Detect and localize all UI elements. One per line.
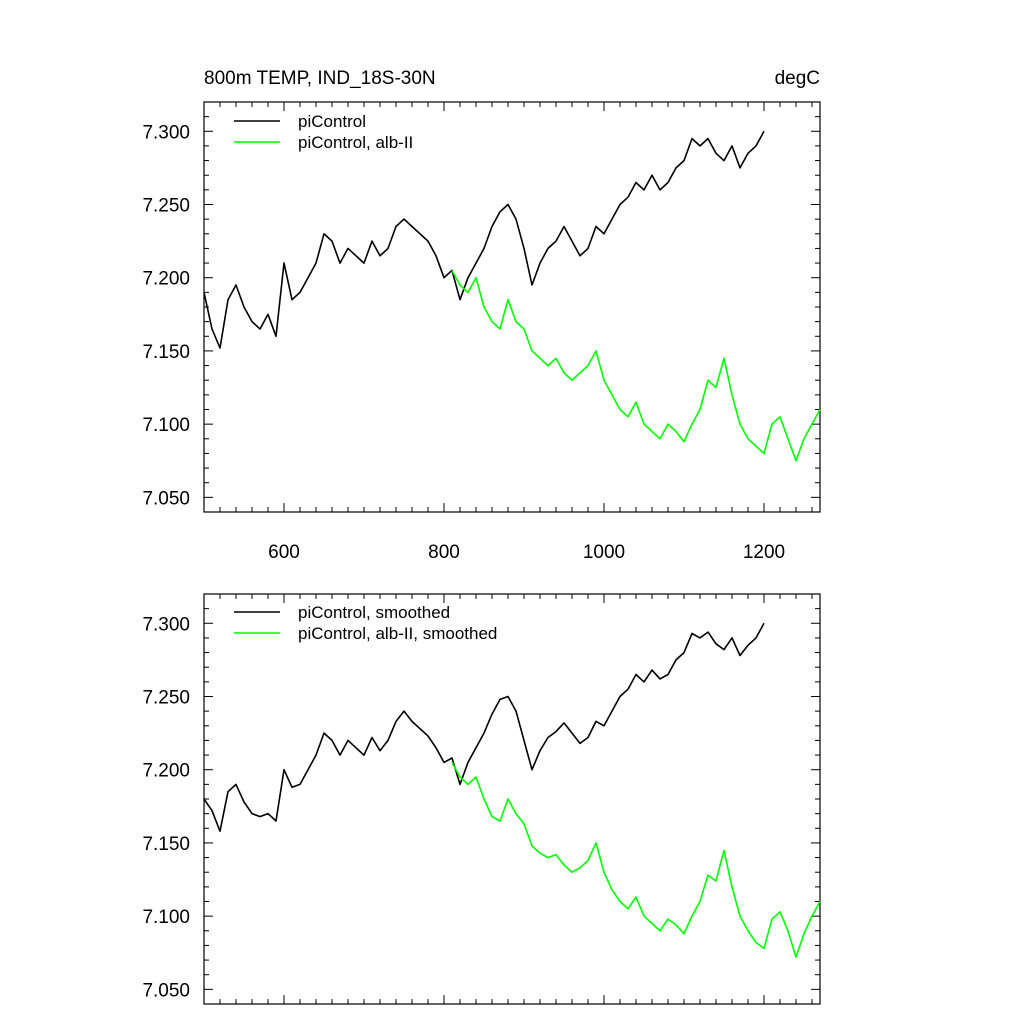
- y-tick-label: 7.050: [142, 488, 190, 509]
- x-tick-label: 1200: [743, 542, 785, 563]
- y-tick-label: 7.150: [142, 342, 190, 363]
- series-picontrol-line: [203, 130, 765, 349]
- y-tick-label: 7.250: [142, 196, 190, 217]
- series-picontrol-line: [203, 622, 765, 833]
- y-tick-label: 7.200: [142, 269, 190, 290]
- y-tick-label: 7.300: [142, 122, 190, 143]
- series-alb-ii-line: [451, 270, 821, 462]
- top-plot-area: 7.050 7.100 7.150 7.200 7.250 7.300 600 800 1000…: [142, 101, 821, 563]
- series-alb-ii-line: [451, 762, 821, 958]
- y-tick-label: 7.150: [142, 834, 190, 855]
- bottom-plot-area: 7.050 7.100 7.150 7.200 7.250 7.300: [142, 593, 821, 1005]
- y-tick-label: 7.100: [142, 415, 190, 436]
- x-tick-label: 1000: [583, 542, 625, 563]
- x-tick-label: 800: [428, 542, 460, 563]
- y-tick-label: 7.050: [142, 980, 190, 1001]
- y-tick-label: 7.100: [142, 907, 190, 928]
- x-tick-label: 600: [268, 542, 300, 563]
- legend-label-alb-ii-smoothed: piControl, alb-II, smoothed: [298, 624, 497, 643]
- legend-label-picontrol-smoothed: piControl, smoothed: [298, 603, 450, 622]
- y-tick-label: 7.200: [142, 761, 190, 782]
- legend-label-alb-ii: piControl, alb-II: [298, 133, 413, 152]
- y-tick-label: 7.300: [142, 614, 190, 635]
- chart-title: 800m TEMP, IND_18S-30N: [204, 68, 436, 89]
- legend-label-picontrol: piControl: [298, 112, 366, 131]
- top-legend: piControl piControl, alb-II: [234, 112, 413, 152]
- units-label: degC: [775, 68, 820, 89]
- bottom-legend: piControl, smoothed piControl, alb-II, s…: [234, 603, 497, 643]
- bottom-panel: 7.050 7.100 7.150 7.200 7.250 7.300 piControl…: [142, 593, 821, 1005]
- y-tick-label: 7.250: [142, 688, 190, 709]
- top-panel: 800m TEMP, IND_18S-30N degC 7.0507.1007.…: [142, 68, 821, 563]
